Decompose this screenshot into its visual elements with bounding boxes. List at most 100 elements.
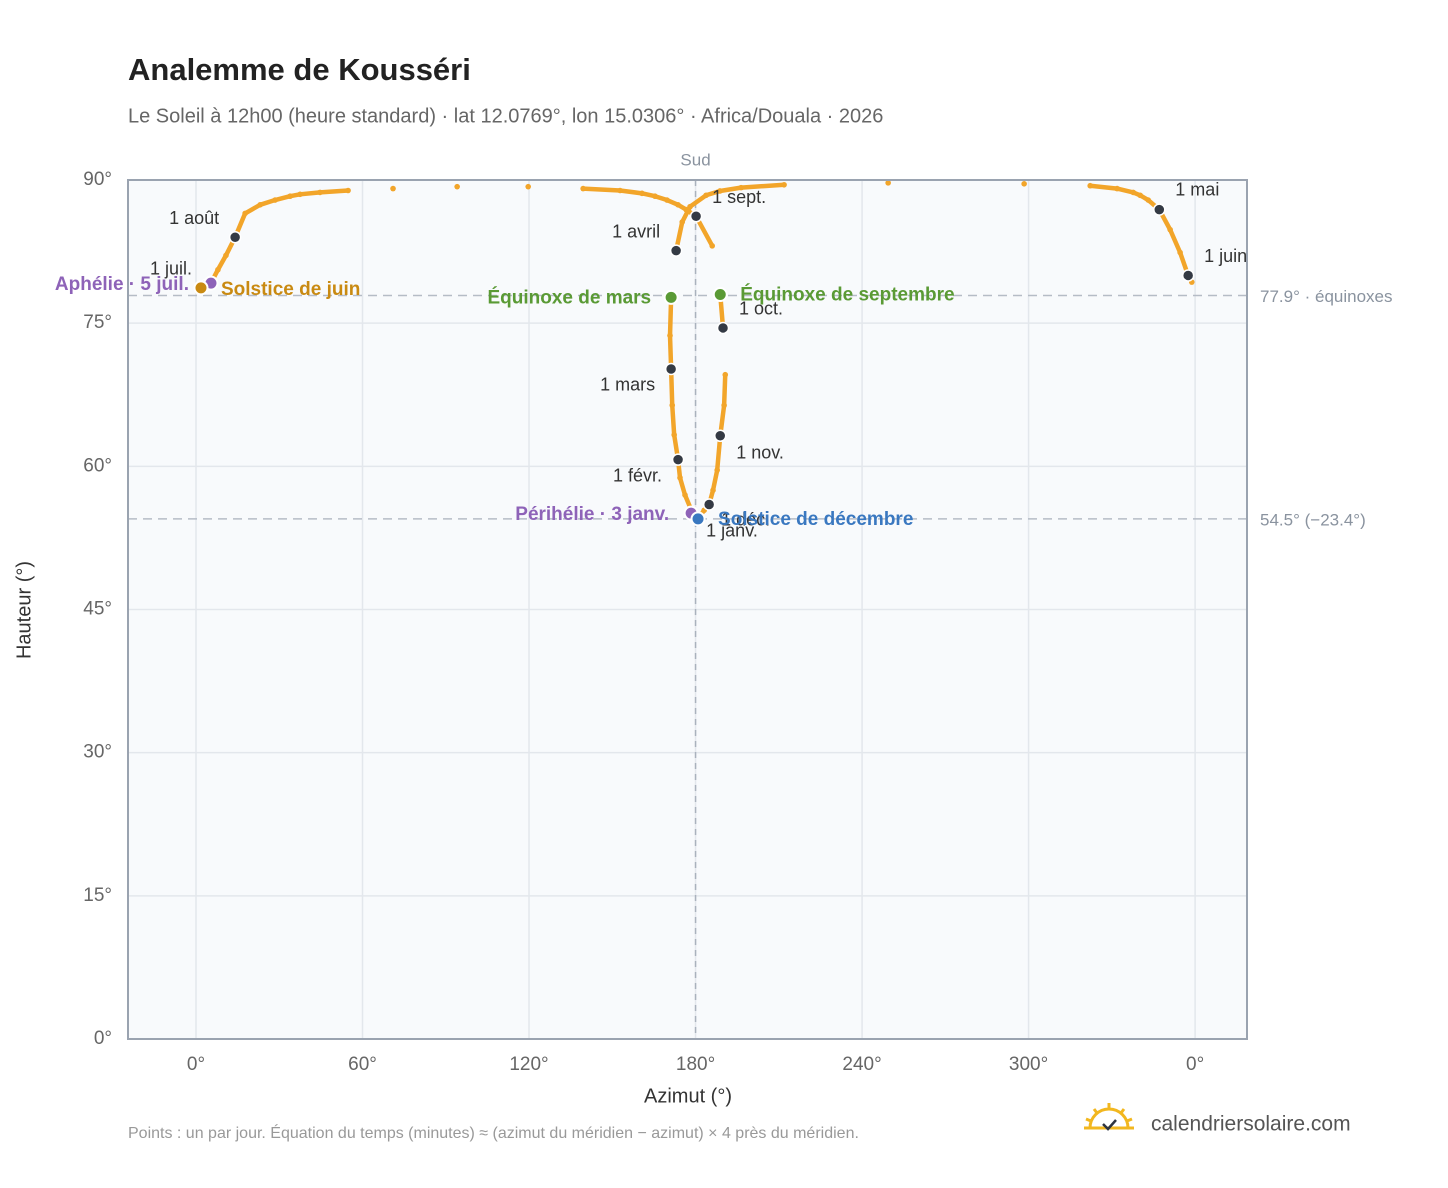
y-tick-label: 60°	[83, 455, 112, 476]
daily-point	[687, 203, 693, 210]
month-marker	[669, 244, 683, 257]
chart-title: Analemme de Kousséri	[128, 52, 471, 87]
footnote: Points : un par jour. Équation du temps …	[128, 1123, 859, 1142]
month-label: 1 févr.	[613, 465, 662, 485]
daily-point	[664, 197, 670, 203]
month-label: 1 janv.	[706, 521, 758, 541]
daily-point	[390, 185, 396, 192]
daily-point	[675, 202, 681, 208]
chart-subtitle: Le Soleil à 12h00 (heure standard) · lat…	[128, 105, 883, 127]
month-label: 1 sept.	[712, 187, 766, 207]
y-tick-label: 75°	[83, 312, 112, 333]
reference-label: 77.9° · équinoxes	[1260, 287, 1393, 306]
y-tick-label: 30°	[83, 742, 112, 763]
y-tick-label: 90°	[83, 169, 112, 190]
month-marker	[228, 231, 242, 244]
month-label: 1 déc.	[721, 509, 770, 529]
brand: calendriersolaire.com	[1151, 1113, 1351, 1136]
daily-point	[885, 180, 891, 186]
event-label: Solstice de décembre	[718, 509, 913, 530]
month-label: 1 mars	[600, 375, 655, 395]
daily-point	[722, 371, 729, 378]
daily-point	[738, 184, 744, 191]
daily-point	[639, 190, 645, 197]
event-label: Solstice de juin	[221, 279, 360, 300]
y-tick-label: 45°	[83, 599, 112, 620]
month-label: 1 avril	[612, 221, 660, 241]
daily-point	[454, 183, 460, 190]
daily-point	[287, 193, 293, 200]
month-marker	[1153, 203, 1166, 216]
daily-point	[703, 192, 709, 199]
daily-point	[714, 467, 720, 473]
daily-point	[580, 185, 586, 192]
month-label: 1 août	[169, 208, 219, 228]
event-marker	[690, 511, 706, 527]
meridian-label: Sud	[680, 150, 710, 169]
daily-point	[1021, 181, 1027, 187]
y-tick-label: 0°	[94, 1028, 112, 1049]
plot	[193, 180, 1195, 527]
month-label: 1 juil.	[150, 259, 192, 279]
plot-border	[127, 179, 1248, 1040]
daily-point	[617, 187, 623, 194]
daily-point	[257, 202, 263, 208]
event-label: Aphélie · 5 juil.	[55, 274, 189, 295]
daily-point	[1167, 226, 1173, 233]
month-label: 1 mai	[1175, 179, 1219, 199]
x-tick-label: 0°	[187, 1054, 205, 1075]
daily-point	[272, 197, 278, 203]
daily-point	[215, 266, 221, 273]
x-tick-label: 0°	[1186, 1054, 1204, 1075]
y-tick-label: 15°	[83, 885, 112, 906]
event-label: Équinoxe de septembre	[740, 284, 954, 306]
daily-point	[242, 210, 248, 217]
x-tick-label: 60°	[348, 1054, 377, 1075]
daily-point	[317, 189, 323, 196]
month-marker	[664, 362, 678, 376]
reference-label: 54.5° (−23.4°)	[1260, 510, 1366, 529]
daily-point	[1145, 197, 1151, 203]
brand-logo	[1084, 1103, 1134, 1131]
daily-point	[717, 188, 723, 194]
x-tick-label: 120°	[509, 1054, 548, 1075]
x-tick-label: 240°	[842, 1054, 881, 1075]
event-marker	[663, 289, 679, 305]
daily-point	[710, 487, 716, 493]
daily-point	[1177, 249, 1183, 256]
month-label: 1 oct.	[739, 299, 783, 319]
y-axis-label: Hauteur (°)	[13, 561, 35, 659]
month-marker	[1181, 269, 1195, 282]
daily-point	[1137, 192, 1143, 199]
daily-point	[223, 252, 229, 259]
x-tick-label: 300°	[1009, 1054, 1048, 1075]
daily-point	[781, 181, 787, 188]
month-marker	[702, 498, 716, 511]
month-label: 1 nov.	[736, 443, 784, 463]
daily-point	[683, 206, 689, 213]
month-label: 1 juin	[1204, 246, 1247, 266]
daily-point	[709, 243, 716, 249]
daily-point	[652, 193, 658, 200]
daily-point	[721, 402, 727, 409]
month-marker	[671, 453, 685, 466]
event-marker	[193, 280, 209, 296]
daily-point	[297, 191, 303, 198]
month-marker	[716, 321, 730, 335]
event-marker	[712, 287, 728, 303]
daily-point	[525, 183, 531, 190]
x-axis-label: Azimut (°)	[644, 1085, 732, 1107]
daily-point	[677, 474, 683, 481]
daily-point	[669, 402, 676, 409]
daily-point	[345, 187, 351, 194]
month-marker	[713, 429, 727, 443]
daily-point	[682, 492, 688, 498]
x-tick-label: 180°	[676, 1054, 715, 1075]
month-marker	[689, 210, 703, 223]
daily-point	[671, 432, 677, 438]
daily-point	[667, 332, 673, 339]
daily-point	[1130, 189, 1137, 196]
event-label: Périhélie · 3 janv.	[515, 504, 669, 525]
event-label: Équinoxe de mars	[487, 286, 651, 308]
